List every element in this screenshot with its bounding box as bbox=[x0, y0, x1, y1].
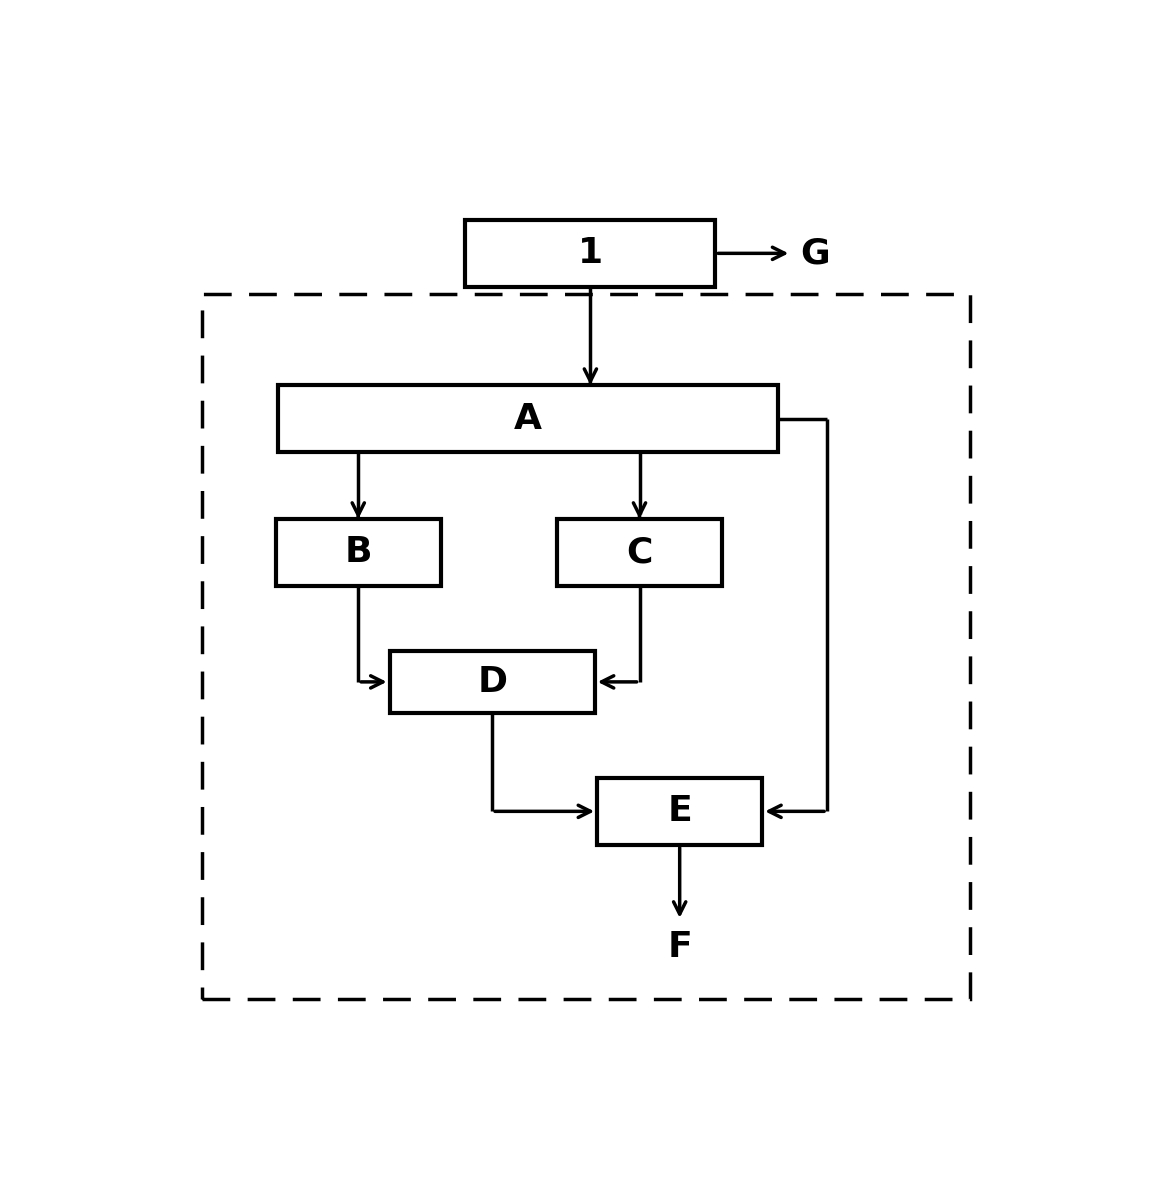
Bar bbox=[275, 518, 441, 586]
Text: B: B bbox=[344, 535, 372, 570]
Text: 1: 1 bbox=[578, 236, 602, 270]
Bar bbox=[202, 294, 970, 998]
Bar bbox=[389, 650, 594, 713]
Text: A: A bbox=[514, 402, 541, 436]
Bar bbox=[556, 518, 722, 586]
Text: G: G bbox=[801, 236, 829, 270]
Text: F: F bbox=[667, 930, 692, 964]
Bar bbox=[278, 385, 778, 452]
Text: D: D bbox=[477, 665, 507, 698]
Bar bbox=[597, 778, 763, 845]
Text: E: E bbox=[667, 794, 692, 828]
Bar bbox=[465, 220, 715, 287]
Text: C: C bbox=[627, 535, 653, 570]
